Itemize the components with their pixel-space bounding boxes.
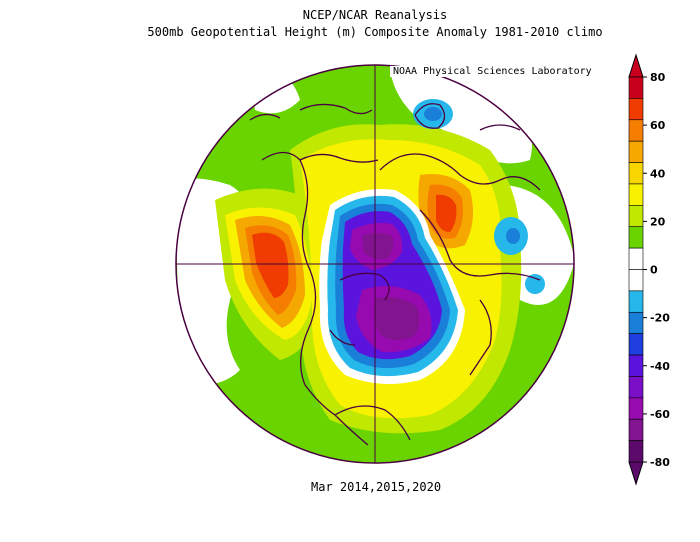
colorbar-swatch	[628, 440, 644, 463]
colorbar-arrow-bottom	[628, 461, 644, 486]
colorbar-tick-label: -20	[650, 312, 670, 325]
colorbar-swatch	[628, 183, 644, 206]
colorbar-swatch	[628, 247, 644, 270]
map-boundary	[175, 64, 575, 464]
colorbar-tick-label: 0	[650, 264, 658, 277]
colorbar-swatch	[628, 226, 644, 249]
colorbar-swatch	[628, 269, 644, 292]
colorbar-tick-label: 60	[650, 119, 666, 132]
colorbar-tick-label: -80	[650, 456, 670, 469]
colorbar-swatch	[628, 76, 644, 99]
colorbar-tick-label: 20	[650, 215, 666, 228]
colorbar-swatch	[628, 290, 644, 313]
colorbar-swatch	[628, 119, 644, 142]
colorbar-tick-label: -60	[650, 408, 670, 421]
colorbar-tick-label: 80	[650, 71, 666, 84]
time-period-label: Mar 2014,2015,2020	[311, 480, 442, 494]
colorbar-swatch	[628, 354, 644, 377]
colorbar-swatch	[628, 376, 644, 399]
colorbar-arrow-top	[628, 53, 644, 78]
colorbar-tick-label: 40	[650, 167, 666, 180]
colorbar-tick-label: -40	[650, 360, 670, 373]
credit-label: NOAA Physical Sciences Laboratory	[390, 66, 595, 77]
colorbar-swatch	[628, 162, 644, 185]
colorbar-swatch	[628, 205, 644, 228]
colorbar-swatch	[628, 418, 644, 441]
coastlines	[249, 103, 541, 446]
colorbar-swatch	[628, 333, 644, 356]
colorbar-swatch	[628, 98, 644, 121]
colorbar-swatch	[628, 311, 644, 334]
map-subtitle: 500mb Geopotential Height (m) Composite …	[147, 25, 603, 39]
colorbar-swatch	[628, 397, 644, 420]
colorbar: 80 60 40 20 0 -20 -40 -60 -80	[628, 53, 670, 486]
colorbar-swatch	[628, 140, 644, 163]
map-title: NCEP/NCAR Reanalysis	[302, 8, 448, 22]
